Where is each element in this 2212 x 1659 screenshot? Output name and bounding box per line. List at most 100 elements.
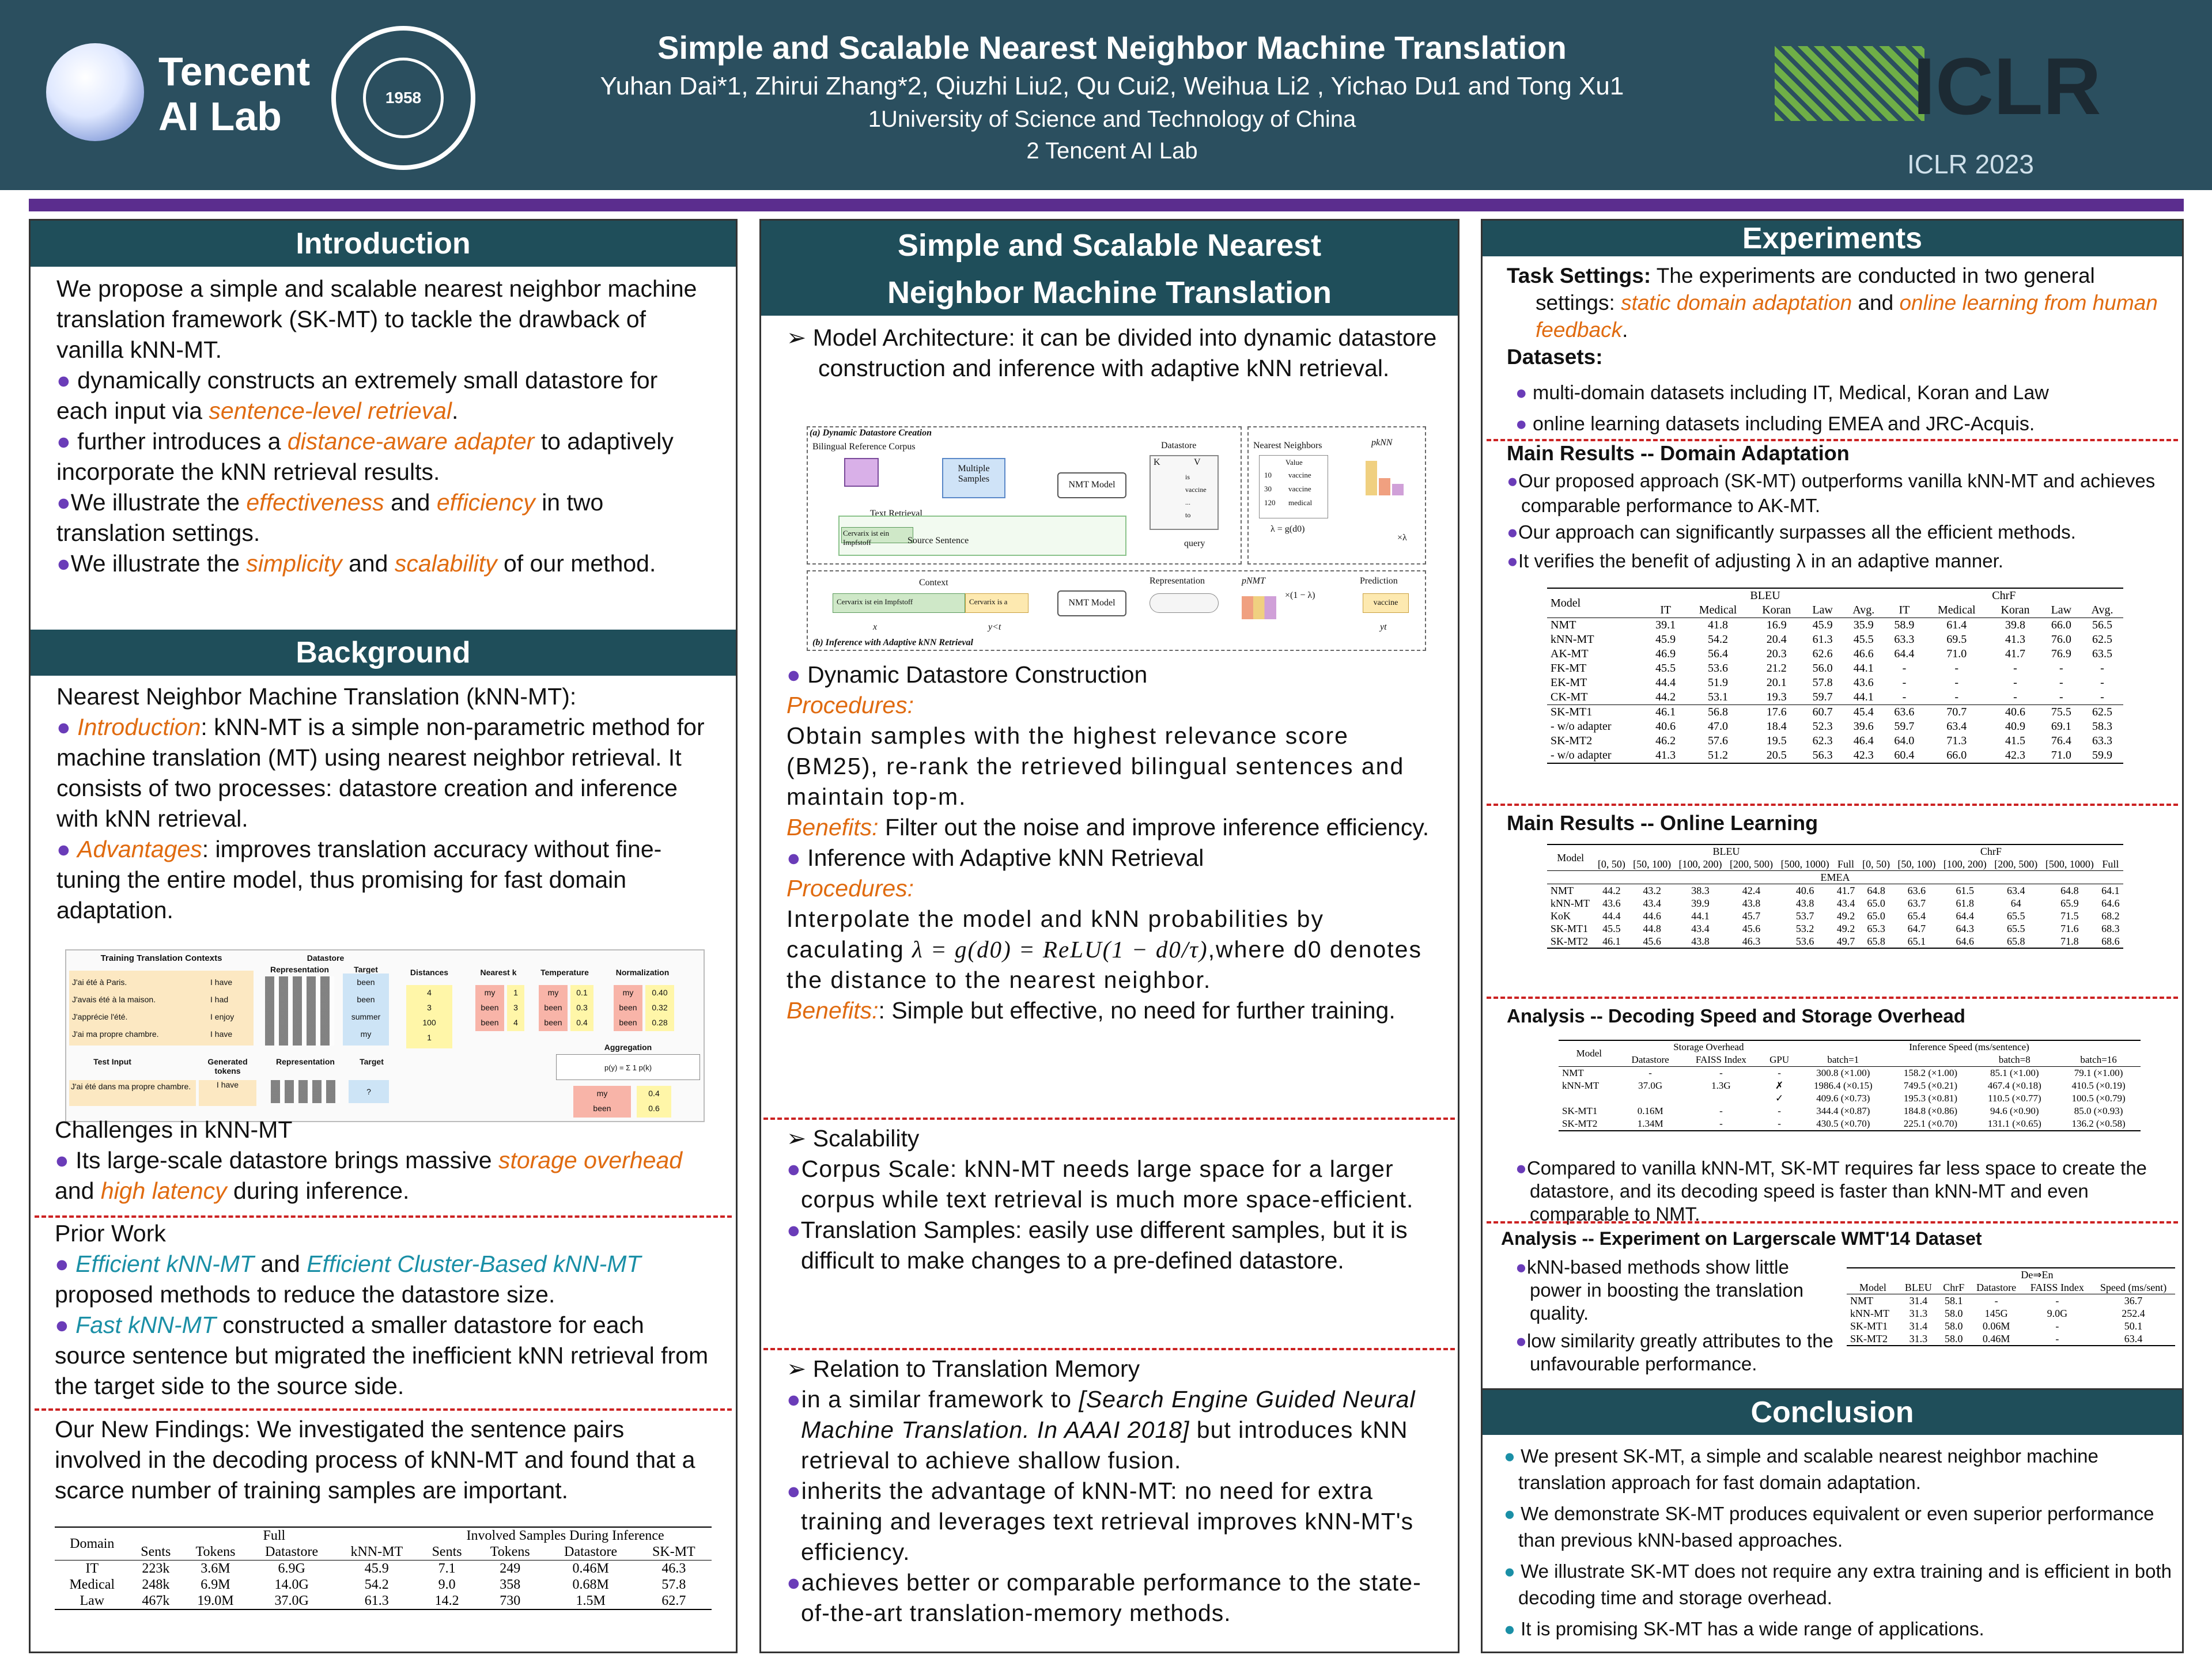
challenges-subheading: Challenges in kNN-MT [55,1116,293,1143]
fig-bar [1379,478,1390,495]
table-cell: 56.0 [1812,662,1833,675]
table-cell: - [1719,1118,1723,1129]
table-cell: 66.0 [2051,619,2071,631]
table-cell: 64.7 [1907,923,1926,934]
table-cell: - [2100,691,2104,703]
table-cell: 17.6 [1766,706,1787,718]
table-cell: 64.3 [1956,923,1975,934]
fig-lambda: λ = g(d0) [1271,524,1305,534]
table-cell: 46.1 [1655,706,1676,718]
table-cell: 65.0 [1867,897,1885,909]
prior-bullet: ● Efficient kNN-MT and Efficient Cluster… [55,1251,641,1308]
table-cell: 410.5 (×0.19) [2071,1080,2126,1091]
table-cell: - [1648,1067,1652,1078]
poster-title: Simple and Scalable Nearest Neighbor Mac… [657,29,1567,66]
table-cell: 71.0 [1946,647,1967,660]
fig-label: ×(1 − λ) [1285,590,1315,600]
table-cell: 46.6 [1853,647,1874,660]
table-cell: 68.3 [2101,923,2120,934]
divider [1487,439,2178,441]
t3-wrap: Model Storage Overhead Inference Speed (ms… [1559,1040,2141,1131]
fig-sources: J'ai été à Paris. J'avais été à la maison… [72,978,159,1039]
fig-query-vector-icon [271,1080,340,1103]
table-cell: 63.5 [2092,647,2113,660]
table-row: FK-MT 45.5 53.6 21.2 56.0 44.1 - - - - - [1547,661,2123,676]
column-left: Introduction We propose a simple and sca… [29,219,738,1653]
scalability-head: ➢ Scalability [787,1125,920,1152]
table-cell: 43.8 [1795,897,1814,909]
table-header: Full [2102,858,2119,870]
table-cell: NMT [1551,619,1576,631]
table-cell: 58.0 [1945,1308,1963,1319]
t4-wrap: De⇒En Model BLEU ChrF Datastore FAISS Index S… [1847,1267,2175,1346]
table-row: SK-MT2 46.1 45.6 43.8 46.3 53.6 49.7 65.8 65.1 64… [1547,935,2123,948]
table-cell: 45.5 [1602,923,1621,934]
fig-nmt-model: NMT Model [1057,590,1126,616]
table-cell: 61.3 [1812,633,1833,646]
table-row: AK-MT 46.9 56.4 20.3 62.6 46.6 64.4 71.0 41.7 76.… [1547,647,2123,661]
table-cell: - [1778,1105,1781,1116]
fig-vector-icon [265,976,334,1046]
table-cell: 65.8 [1867,935,1885,947]
table-cell: 58.0 [1945,1333,1963,1344]
datasets-head: Datasets: [1507,345,1603,369]
table-cell: kNN-MT [1551,897,1590,909]
table-cell: SK-MT1 [1551,923,1589,934]
fig-bar-group [1242,596,1276,619]
fig-label: Generated tokens [207,1057,248,1075]
table-cell: 45.6 [1643,935,1661,947]
fig-label: Target [360,1057,384,1066]
knn-mt-figure: Training Translation Contexts J'ai été à… [65,949,705,1122]
table-row: - w/o adapter 40.6 47.0 18.4 52.3 39.6 59.7 63.… [1547,719,2123,734]
poster-header: Tencent AI Lab 1958 Simple and Scalable N… [0,0,2212,190]
fig-nmt-model: NMT Model [1057,472,1126,498]
tencent-logo-icon [46,43,144,141]
table-cell: - [1994,1295,1998,1306]
table-cell: - [1902,676,1907,689]
table-cell: 51.9 [1707,676,1728,689]
intro-paragraph: We propose a simple and scalable nearest… [56,275,697,363]
fig-label: Nearest k [480,968,517,977]
table-cell: 40.6 [1655,720,1676,733]
table-cell: 43.6 [1853,676,1874,689]
table-cell: CK-MT [1551,691,1588,703]
table-cell: 64.6 [1956,935,1975,947]
rtm-bullet: ●inherits the advantage of kNN-MT: no ne… [787,1478,1414,1565]
authors: Yuhan Dai*1, Zhirui Zhang*2, Qiuzhi Liu2… [600,72,1624,100]
table-cell: FK-MT [1551,662,1587,675]
architecture-figure: (a) Dynamic Datastore Creation Bilingual… [804,423,1432,654]
table-cell: 85.0 (×0.93) [2074,1105,2123,1116]
table-cell: - [1954,676,1959,689]
conclusion-bullet: ● It is promising SK-MT has a wide range… [1504,1618,1984,1639]
an2-bullets: ●kNN-based methods show little power in … [1515,1256,1838,1376]
divider [763,1118,1455,1120]
table-cell: 62.5 [2092,706,2113,718]
iakr-head: ● Inference with Adaptive kNN Retrieval [787,844,1204,871]
background-heading: Background [31,630,736,676]
ddc-procedure: Obtain samples with the highest relevanc… [787,722,1405,810]
table-cell: 45.7 [1742,910,1761,922]
table-header: [100, 200) [1943,858,1987,870]
fig-temp-box: 0.1 0.3 0.4 [570,985,593,1031]
table-cell: 45.4 [1853,706,1874,718]
table-cell: 21.2 [1766,662,1787,675]
ustc-seal-icon: 1958 [331,26,475,170]
fig-norm-words: my been been [614,985,642,1031]
table-cell: 63.4 [2124,1333,2143,1344]
table-cell: 749.5 (×0.21) [1903,1080,1958,1091]
table-cell: 49.2 [1836,910,1855,922]
table-cell: 44.4 [1602,910,1621,922]
table-header: Koran [2001,604,2030,616]
table-cell: 71.8 [2060,935,2079,947]
table-header: Full [1837,858,1855,870]
divider [763,1348,1455,1350]
table-row: Medical 248k 6.9M 14.0G 54.2 9.0 358 0.68M 57.8 [69,1577,686,1592]
conclusion-bullet: ● We present SK-MT, a simple and scalabl… [1504,1445,2098,1493]
prior-bullet: ● Fast kNN-MT constructed a smaller data… [55,1312,709,1399]
table-cell: 63.3 [2092,734,2113,747]
table-cell: 39.1 [1655,619,1676,631]
table-cell: 65.1 [1907,935,1926,947]
table-cell: KoK [1551,910,1571,922]
intro-bullet: ●We illustrate the simplicity and scalab… [56,550,656,577]
table-cell: 344.4 (×0.87) [1816,1105,1870,1116]
